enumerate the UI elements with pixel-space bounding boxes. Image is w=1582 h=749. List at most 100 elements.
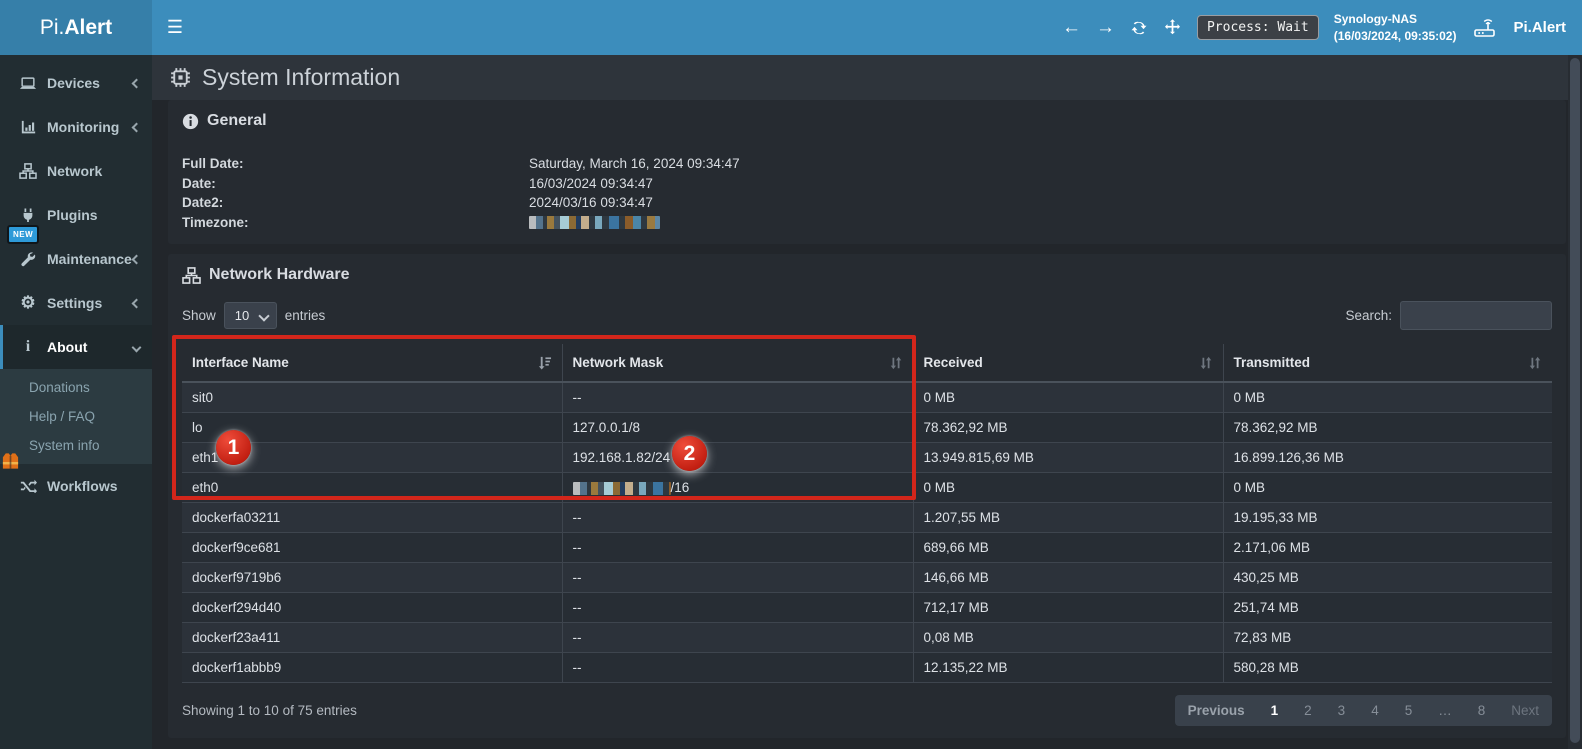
sidebar-item-devices[interactable]: Devices	[0, 61, 152, 105]
sort-amount-down-icon	[537, 356, 552, 370]
cell-received: 1.207,55 MB	[913, 502, 1224, 533]
search-input[interactable]	[1400, 301, 1552, 330]
plug-icon	[17, 207, 39, 223]
search-area: Search:	[1345, 301, 1552, 330]
sitemap-icon	[182, 266, 201, 284]
info-value: Saturday, March 16, 2024 09:34:47	[529, 156, 740, 171]
column-header-interface-name[interactable]: Interface Name	[182, 344, 563, 383]
app-logo[interactable]: Pi. Alert	[0, 0, 152, 55]
laptop-icon	[17, 76, 39, 91]
info-circle-icon	[182, 113, 199, 130]
sidebar-item-maintenance[interactable]: NEW Maintenance	[0, 225, 152, 281]
cell-transmitted: 580,28 MB	[1223, 652, 1552, 683]
scrollbar-thumb[interactable]	[1570, 58, 1580, 743]
info-row-timezone: Timezone:	[182, 213, 1552, 233]
pagination-previous[interactable]: Previous	[1187, 703, 1245, 718]
general-title-text: General	[207, 112, 267, 129]
redacted-ip-block	[572, 481, 671, 495]
column-header-network-mask[interactable]: Network Mask	[562, 344, 914, 383]
refresh-icon[interactable]	[1130, 19, 1148, 37]
network-hardware-title: Network Hardware	[182, 266, 1552, 284]
sidebar-item-about[interactable]: i About	[0, 325, 152, 369]
sidebar-label: Settings	[47, 295, 103, 311]
general-info-rows: Full Date: Saturday, March 16, 2024 09:3…	[182, 154, 1552, 232]
cell-mask: --	[562, 652, 914, 683]
page-size-select[interactable]: 10	[223, 302, 277, 329]
column-header-transmitted[interactable]: Transmitted	[1223, 344, 1552, 383]
info-label: Date2:	[182, 195, 224, 210]
cell-interface: dockerf9719b6	[182, 562, 563, 593]
page-header: System Information	[152, 55, 1582, 100]
table-controls: Show 10 entries Search:	[182, 301, 1552, 330]
move-arrows-icon[interactable]	[1163, 18, 1182, 37]
table-row: sit0 -- 0 MB 0 MB	[182, 382, 1552, 413]
cell-received: 12.135,22 MB	[913, 652, 1224, 683]
cell-mask: --	[562, 382, 914, 413]
table-wrap: Interface Name Network Mask	[172, 335, 1552, 683]
forward-arrow-icon[interactable]: →	[1095, 17, 1115, 38]
submenu-item-help-faq[interactable]: Help / FAQ	[29, 409, 96, 424]
sidebar-item-network[interactable]: Network	[0, 149, 152, 193]
pagination: Previous 1 2 3 4 5 … 8 Next	[1174, 695, 1552, 726]
table-row: dockerf9719b6 -- 146,66 MB 430,25 MB	[182, 562, 1552, 593]
sidebar-item-workflows[interactable]: Workflows	[0, 453, 152, 508]
sidebar-label: About	[47, 339, 88, 355]
cell-interface: lo	[182, 412, 563, 443]
table-row: eth1 192.168.1.82/24 13.949.815,69 MB 16…	[182, 442, 1552, 473]
network-hardware-panel: Network Hardware Show 10 entries Search:	[168, 254, 1566, 738]
sidebar-item-monitoring[interactable]: Monitoring	[0, 105, 152, 149]
column-header-received[interactable]: Received	[913, 344, 1224, 383]
column-label: Transmitted	[1233, 355, 1311, 370]
info-label: Timezone:	[182, 214, 249, 230]
pagination-page-8[interactable]: 8	[1477, 703, 1486, 718]
column-label: Received	[923, 355, 983, 370]
sidebar-label: Monitoring	[47, 119, 120, 135]
sort-both-icon	[889, 356, 903, 370]
pagination-page-5[interactable]: 5	[1404, 703, 1413, 718]
info-value: 2024/03/16 09:34:47	[529, 195, 653, 210]
entries-label: entries	[284, 308, 326, 323]
device-timestamp: (16/03/2024, 09:35:02)	[1333, 28, 1457, 43]
sidebar-label: Workflows	[47, 478, 118, 494]
table-row: lo 127.0.0.1/8 78.362,92 MB 78.362,92 MB	[182, 412, 1552, 443]
cell-transmitted: 251,74 MB	[1223, 592, 1552, 623]
info-row-date2: Date2: 2024/03/16 09:34:47	[182, 193, 1552, 213]
submenu-item-system-info[interactable]: System info	[29, 438, 100, 453]
table-row: dockerfa03211 -- 1.207,55 MB 19.195,33 M…	[182, 502, 1552, 533]
search-label: Search:	[1345, 308, 1392, 323]
sidebar-label: Plugins	[47, 207, 98, 223]
pagination-page-2[interactable]: 2	[1304, 703, 1312, 718]
table-row: dockerf23a411 -- 0,08 MB 72,83 MB	[182, 622, 1552, 653]
cell-transmitted: 0 MB	[1223, 382, 1552, 413]
logo-prefix: Pi.	[39, 15, 65, 39]
info-label: Date:	[182, 175, 216, 191]
pagination-page-1[interactable]: 1	[1270, 703, 1279, 718]
submenu-item-donations[interactable]: Donations	[29, 380, 90, 395]
sort-both-icon	[1528, 356, 1542, 370]
pagination-page-3[interactable]: 3	[1337, 703, 1346, 718]
cell-mask: --	[562, 532, 914, 563]
cell-interface: dockerf1abbb9	[182, 652, 563, 683]
window-scrollbar[interactable]	[1568, 55, 1582, 749]
back-arrow-icon[interactable]: ←	[1061, 17, 1081, 38]
info-row-full-date: Full Date: Saturday, March 16, 2024 09:3…	[182, 154, 1552, 174]
cell-received: 78.362,92 MB	[913, 412, 1224, 443]
cell-received: 0 MB	[913, 382, 1224, 413]
sidebar-toggle-icon[interactable]: ☰	[166, 17, 184, 37]
network-hardware-title-text: Network Hardware	[209, 266, 350, 283]
cell-interface: eth1	[182, 442, 563, 473]
cell-received: 13.949.815,69 MB	[913, 442, 1224, 473]
pagination-page-4[interactable]: 4	[1371, 703, 1379, 718]
page-size-select-wrap: 10	[223, 302, 277, 329]
mask-suffix: /16	[670, 480, 690, 495]
pagination-next[interactable]: Next	[1511, 703, 1539, 718]
cell-received: 712,17 MB	[913, 592, 1224, 623]
cell-transmitted: 430,25 MB	[1223, 562, 1552, 593]
sidebar-item-plugins[interactable]: Plugins	[0, 193, 152, 237]
sidebar-item-settings[interactable]: ⚙ Settings	[0, 281, 152, 325]
cell-received: 0 MB	[913, 472, 1224, 503]
cell-received: 0,08 MB	[913, 622, 1224, 653]
table-row: eth0 /16 0 MB 0 MB	[182, 472, 1552, 503]
network-interfaces-table: Interface Name Network Mask	[182, 344, 1552, 683]
pagination-ellipsis[interactable]: …	[1438, 703, 1452, 718]
